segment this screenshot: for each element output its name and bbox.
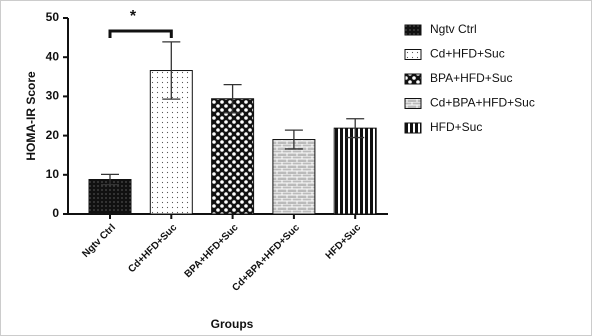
bar [333,127,377,215]
error-bar [101,173,119,186]
error-bar [223,83,242,114]
y-tick-label: 40 [46,49,60,63]
x-axis-title: Groups [211,317,254,331]
x-tick-label: Cd+BPA+HFD+Suc [230,222,302,294]
legend-label: BPA+HFD+Suc [430,71,512,85]
legend-label: HFD+Suc [430,120,482,134]
legend-label: Ngtv Ctrl [430,22,477,36]
y-tick-label: 30 [46,89,60,103]
y-tick-label: 10 [46,167,60,181]
legend-label: Cd+BPA+HFD+Suc [430,96,535,110]
y-tick-label: 20 [46,128,60,142]
x-tick-label: Ngtv Ctrl [80,222,118,260]
y-axis-title: HOMA-IR Score [24,71,38,161]
bar [211,98,255,215]
legend-swatch [404,98,422,109]
y-tick-label: 50 [46,10,60,24]
x-tick-label: BPA+HFD+Suc [183,222,241,280]
legend-label: Cd+HFD+Suc [430,47,505,61]
x-tick-label: Cd+HFD+Suc [126,222,179,275]
x-tick-label: HFD+Suc [324,222,364,262]
significance: * [130,8,137,25]
error-bar [346,118,365,139]
legend-swatch [404,73,422,85]
legend-swatch [404,122,422,134]
y-tick-label: 0 [52,206,59,220]
legend-swatch [404,49,422,60]
significance-bracket [108,29,173,38]
error-bar [162,41,181,100]
bar [272,139,316,215]
error-bar [284,129,303,150]
legend-swatch [404,24,422,36]
